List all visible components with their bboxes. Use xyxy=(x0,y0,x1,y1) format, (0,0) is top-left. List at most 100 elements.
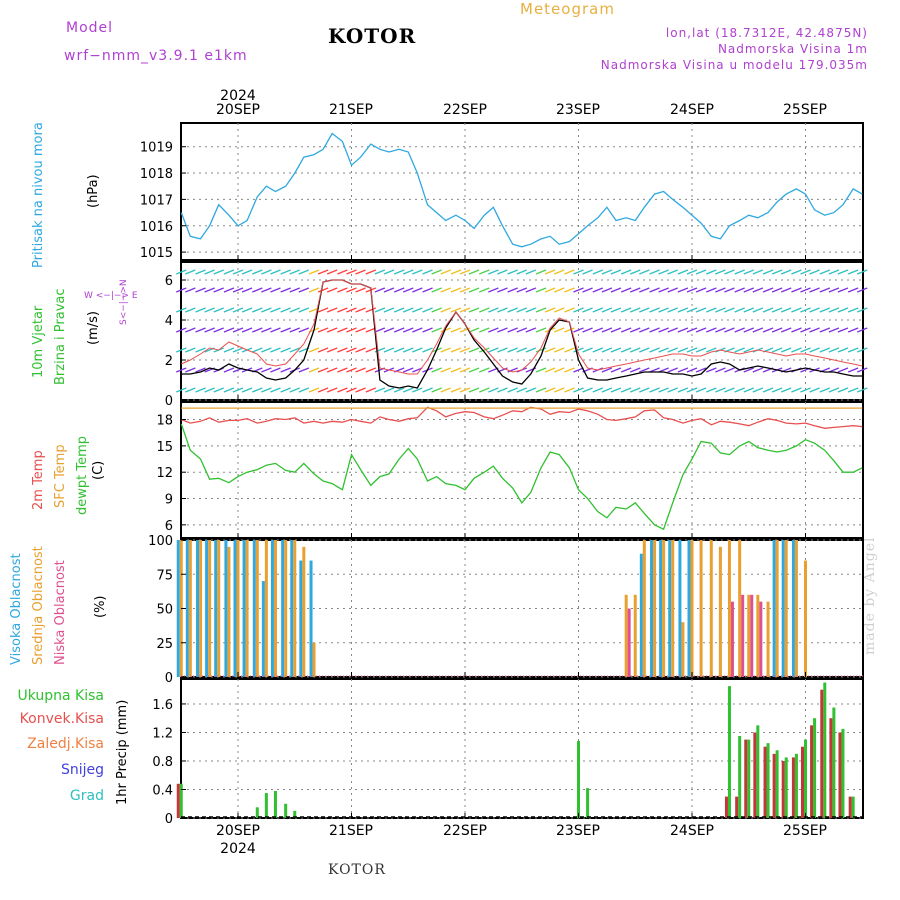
wind-arrow xyxy=(241,387,253,393)
wind-arrow xyxy=(856,367,868,373)
cloud-bar xyxy=(205,540,209,677)
wind-arrow xyxy=(535,347,547,353)
wind-arrow xyxy=(819,287,831,293)
wind-arrow xyxy=(601,347,613,353)
cloud-bar xyxy=(772,540,776,677)
model-label: Model xyxy=(66,20,114,36)
y-tick-label: 1016 xyxy=(140,220,173,235)
wind-arrow xyxy=(535,287,547,293)
wind-arrow xyxy=(649,287,660,293)
wind-arrow xyxy=(440,269,451,275)
wind-arrow xyxy=(620,307,632,313)
y-tick-label: 1018 xyxy=(140,167,173,182)
wind-arrow xyxy=(791,287,802,293)
cloud-bar xyxy=(690,540,694,677)
wind-arrow xyxy=(326,367,338,373)
wind-arrow xyxy=(847,367,859,373)
wind-arrow xyxy=(780,287,792,293)
wind-arrow xyxy=(402,269,414,275)
wind-arrow xyxy=(629,287,641,293)
wind-arrow xyxy=(535,367,547,373)
wind-arrow xyxy=(695,269,707,275)
wind-arrow xyxy=(223,367,235,373)
wind-arrow xyxy=(847,269,859,275)
bottom-day-label-3: 22SEP xyxy=(443,823,487,839)
top-day-label-3: 22SEP xyxy=(443,102,487,118)
wind-arrow xyxy=(326,307,338,313)
wind-arrow xyxy=(828,327,840,333)
wind-arrow xyxy=(610,307,622,313)
wind-arrow xyxy=(667,307,678,313)
wind-arrow xyxy=(734,387,745,393)
wind-arrow xyxy=(706,327,717,333)
wind-arrow xyxy=(280,327,291,333)
wind-arrow xyxy=(431,287,442,293)
wind-arrow xyxy=(175,287,187,293)
wind-arrow xyxy=(261,287,272,293)
cloud-bar xyxy=(804,560,807,677)
wind-arrow xyxy=(715,307,726,313)
wind-arrow xyxy=(620,387,632,393)
wind-arrow xyxy=(677,327,689,333)
wind-arrow xyxy=(573,347,584,353)
wind-arrow xyxy=(592,327,604,333)
cloud-bar xyxy=(273,540,277,677)
wind-arrow xyxy=(213,327,224,333)
wind-arrow xyxy=(431,307,442,313)
y-tick-label: 50 xyxy=(156,603,173,618)
cloud-bar xyxy=(730,601,734,677)
y-tick-label: 0.8 xyxy=(152,755,173,770)
wind-arrow xyxy=(743,367,755,373)
cloud-bar xyxy=(208,540,212,677)
wind-arrow xyxy=(204,307,215,313)
wind-arrow xyxy=(695,327,707,333)
wind-arrow xyxy=(752,287,764,293)
series-line-wind-speed xyxy=(181,279,863,389)
wind-arrow xyxy=(223,347,235,353)
wind-arrow xyxy=(308,287,320,293)
wind-arrow xyxy=(507,327,518,333)
wind-arrow xyxy=(706,287,717,293)
wind-arrow xyxy=(620,287,632,293)
wind-arrow xyxy=(412,327,423,333)
cloud-bar xyxy=(699,540,703,677)
cloud-bar xyxy=(309,560,313,677)
precip-bar xyxy=(255,807,259,818)
wind-arrow xyxy=(488,307,499,313)
wind-arrow xyxy=(507,287,518,293)
wind-arrow xyxy=(507,307,518,313)
wind-arrow xyxy=(213,387,224,393)
wind-arrow xyxy=(592,307,604,313)
cloud-bar xyxy=(759,601,763,677)
precip-bar xyxy=(735,796,739,818)
y-tick-label: 1015 xyxy=(140,246,173,261)
cloud-bar xyxy=(781,540,785,677)
bottom-day-label-2: 21SEP xyxy=(329,823,373,839)
wind-arrow xyxy=(516,387,528,393)
wind-arrow xyxy=(355,347,366,353)
wind-arrow xyxy=(620,347,632,353)
wind-arrow xyxy=(459,347,471,353)
wind-arrow xyxy=(195,387,206,393)
wind-arrow xyxy=(734,347,745,353)
cloud-bar xyxy=(791,540,795,677)
bottom-year-label: 2024 xyxy=(220,841,256,857)
y-tick-label: 18 xyxy=(156,414,173,429)
wind-arrow xyxy=(393,307,405,313)
y-tick-label: 1017 xyxy=(140,193,173,208)
wind-arrow xyxy=(715,269,726,275)
wind-arrow xyxy=(497,307,508,313)
wind-arrow xyxy=(468,327,480,333)
precip-bar xyxy=(838,732,842,818)
wind-arrow xyxy=(610,327,622,333)
wind-arrow xyxy=(479,367,490,373)
precip-bar xyxy=(832,707,836,818)
wind-arrow xyxy=(280,307,291,313)
wind-arrow xyxy=(450,269,462,275)
wind-arrow xyxy=(516,327,528,333)
wind-arrow xyxy=(298,387,310,393)
wind-arrow xyxy=(544,269,556,275)
y-tick-label: 1019 xyxy=(140,141,173,156)
wind-arrow xyxy=(468,287,480,293)
